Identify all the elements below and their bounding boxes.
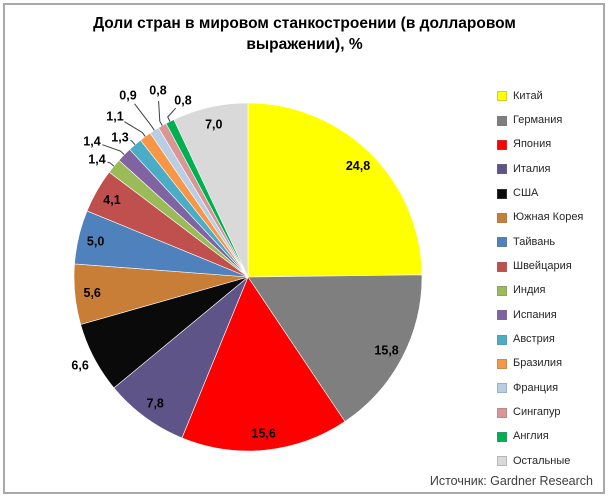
pie-value-label: 0,8: [174, 94, 191, 108]
pie-value-label: 24,8: [346, 159, 370, 173]
pie-value-label: 15,6: [252, 426, 276, 440]
legend-swatch: [497, 91, 507, 102]
legend-item: Австрия: [497, 327, 597, 351]
legend-swatch: [497, 334, 507, 345]
legend-label: Южная Корея: [513, 211, 584, 224]
pie-value-label: 6,6: [71, 359, 88, 373]
chart-title-line1: Доли стран в мировом станкостроении (в д…: [93, 15, 516, 32]
pie-value-label: 1,1: [106, 110, 123, 124]
pie-value-label: 5,0: [87, 234, 104, 248]
legend-item: Южная Корея: [497, 206, 597, 230]
pie-slices: Китай 24,8Германия 15,8Япония 15,6Италия…: [73, 102, 423, 452]
pie-value-label: 7,0: [205, 118, 222, 132]
legend-item: Япония: [497, 133, 597, 157]
legend-label: Испания: [513, 308, 557, 321]
callout-line: [167, 107, 177, 122]
callout-line: [124, 121, 146, 137]
callout-line: [134, 103, 155, 131]
legend-label: Италия: [513, 162, 551, 175]
pie-slice: Остальные 7,0: [173, 102, 249, 278]
pie-value-labels: 24,8 15,8 15,6 7,8 6,6 5,6 5,0 4,1 1,4 1,4 1,3 1,1 0…: [71, 84, 398, 441]
legend-label: Швейцария: [513, 260, 572, 273]
legend-item: Франция: [497, 376, 597, 400]
pie-value-label: 5,6: [84, 286, 101, 300]
pie-value-label: 15,8: [374, 343, 398, 357]
legend-swatch: [497, 456, 507, 467]
legend-label: США: [513, 187, 539, 200]
legend-swatch: [497, 285, 507, 296]
legend-item: Остальные: [497, 449, 597, 473]
pie-value-label: 7,8: [147, 397, 164, 411]
callout-line: [102, 144, 125, 156]
legend-label: Бразилия: [513, 357, 563, 370]
legend-item: США: [497, 181, 597, 205]
legend-swatch: [497, 310, 507, 321]
legend-label: Тайвань: [513, 235, 556, 248]
legend-item: Тайвань: [497, 230, 597, 254]
pie-slice: Япония 15,6: [181, 276, 346, 452]
callout-line: [158, 100, 163, 126]
source-caption: Источник: Gardner Research: [429, 474, 593, 488]
pie-slice: Германия 15,8: [247, 274, 423, 422]
legend-item: Бразилия: [497, 352, 597, 376]
legend-item: Швейцария: [497, 254, 597, 278]
callout-line: [130, 140, 136, 146]
legend-swatch: [497, 358, 507, 369]
legend-swatch: [497, 139, 507, 150]
legend-swatch: [497, 212, 507, 223]
legend-label: Австрия: [513, 333, 555, 346]
pie-value-label: 1,4: [83, 135, 100, 149]
legend-swatch: [497, 383, 507, 394]
legend-item: Германия: [497, 108, 597, 132]
legend-swatch: [497, 431, 507, 442]
legend-label: Индия: [513, 284, 546, 297]
pie-value-label: 0,8: [149, 84, 166, 98]
legend-label: Англия: [513, 430, 549, 443]
legend-swatch: [497, 407, 507, 418]
legend-swatch: [497, 188, 507, 199]
legend-label: Япония: [513, 138, 552, 151]
legend: Китай Германия Япония Италия США Южная Корея Т…: [497, 84, 597, 474]
legend-swatch: [497, 261, 507, 272]
legend-swatch: [497, 115, 507, 126]
callout-lines: [102, 100, 177, 167]
legend-item: Италия: [497, 157, 597, 181]
chart-title: Доли стран в мировом станкостроении (в д…: [0, 13, 609, 55]
callout-line: [107, 161, 115, 167]
pie-value-label: 1,3: [111, 131, 128, 145]
legend-item: Китай: [497, 84, 597, 108]
chart-title-line2: выражении), %: [246, 36, 363, 53]
legend-item: Англия: [497, 425, 597, 449]
pie-slice: Китай 24,8: [247, 102, 423, 278]
legend-label: Сингапур: [513, 406, 561, 419]
pie-value-label: 1,4: [88, 153, 105, 167]
pie-value-label: 4,1: [103, 193, 120, 207]
legend-swatch: [497, 237, 507, 248]
pie-value-label: 0,9: [119, 89, 136, 103]
legend-label: Китай: [513, 89, 543, 102]
legend-item: Сингапур: [497, 400, 597, 424]
legend-item: Индия: [497, 279, 597, 303]
legend-label: Германия: [513, 114, 563, 127]
legend-label: Франция: [513, 381, 559, 394]
legend-swatch: [497, 164, 507, 175]
legend-item: Испания: [497, 303, 597, 327]
legend-label: Остальные: [513, 454, 571, 467]
